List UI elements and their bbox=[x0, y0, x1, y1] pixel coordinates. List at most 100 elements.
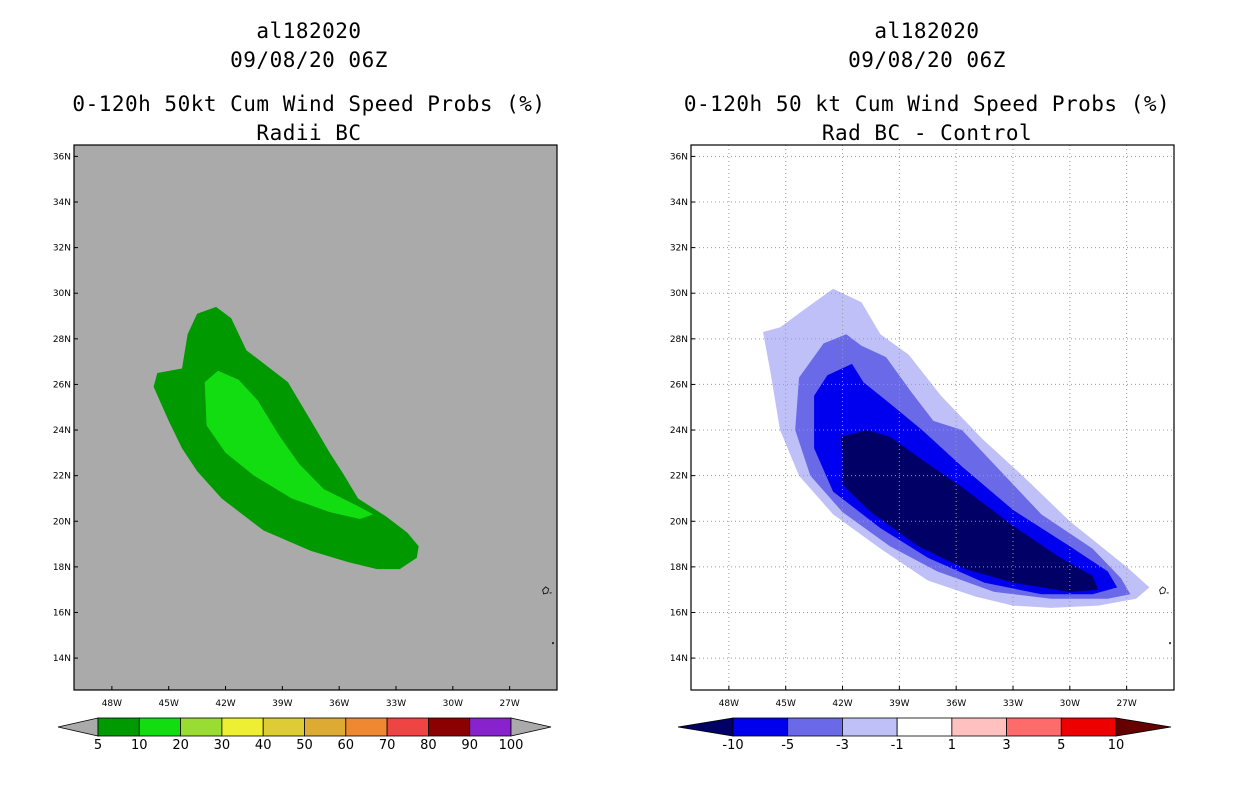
left-colorbar-under-arrow bbox=[57, 717, 99, 737]
right-contour-group bbox=[763, 288, 1150, 608]
right-colorbar-box-0 bbox=[732, 717, 789, 737]
right-colorbar-box-3 bbox=[896, 717, 953, 737]
left-colorbar-label-7: 70 bbox=[379, 738, 396, 753]
left-ytick-label-0: 14N bbox=[53, 654, 71, 664]
left-panel: al182020 09/08/20 06Z 0-120h 50kt Cum Wi… bbox=[53, 19, 558, 753]
right-colorbar-box-5 bbox=[1006, 717, 1062, 737]
right-ytick-label-4: 22N bbox=[670, 472, 688, 482]
right-colorbar-over-arrow bbox=[1115, 717, 1172, 737]
left-colorbar-label-3: 30 bbox=[214, 738, 231, 753]
left-ytick-label-6: 26N bbox=[53, 380, 71, 390]
right-contour-3 bbox=[840, 430, 1099, 592]
left-colorbar-box-3 bbox=[221, 717, 264, 737]
left-colorbar-box-0 bbox=[97, 717, 140, 737]
right-xtick-label-5: 33W bbox=[1003, 699, 1023, 709]
right-ytick-label-11: 36N bbox=[670, 152, 688, 162]
right-colorbar-under-arrow bbox=[677, 717, 734, 737]
left-chart: 14N 16N 18N 20N 22N 24N 26N 28N 30N 32N 34N 36N 48W 4… bbox=[53, 144, 558, 753]
left-colorbar-box-4 bbox=[262, 717, 305, 737]
left-colorbar-box-2 bbox=[180, 717, 223, 737]
left-island-dot bbox=[552, 642, 554, 645]
left-colorbar-label-10: 100 bbox=[499, 738, 524, 753]
right-island-outline bbox=[1159, 586, 1169, 595]
left-ytick-label-3: 20N bbox=[53, 517, 71, 527]
left-xtick-label-4: 36W bbox=[329, 699, 349, 709]
right-xtick-label-4: 36W bbox=[946, 699, 966, 709]
left-xtick-label-7: 27W bbox=[499, 699, 519, 709]
left-colorbar-label-9: 90 bbox=[461, 738, 478, 753]
left-plot-frame bbox=[73, 144, 558, 691]
right-xtick-label-2: 42W bbox=[832, 699, 852, 709]
left-colorbar-label-5: 50 bbox=[296, 738, 313, 753]
right-colorbar-box-2 bbox=[842, 717, 898, 737]
left-xtick-label-5: 33W bbox=[386, 699, 406, 709]
right-colorbar-label-4: 1 bbox=[948, 738, 956, 753]
right-plot-frame bbox=[690, 144, 1175, 691]
left-ytick-label-8: 30N bbox=[53, 289, 71, 299]
right-colorbar-label-3: -1 bbox=[891, 738, 904, 753]
left-ytick-label-7: 28N bbox=[53, 335, 71, 345]
right-ytick-label-0: 14N bbox=[670, 654, 688, 664]
right-xtick-label-0: 48W bbox=[719, 699, 739, 709]
left-ytick-label-4: 22N bbox=[53, 472, 71, 482]
left-colorbar-label-6: 60 bbox=[338, 738, 355, 753]
right-ytick-label-10: 34N bbox=[670, 198, 688, 208]
right-panel: al182020 09/08/20 06Z 0-120h 50 kt Cum W… bbox=[618, 0, 1236, 800]
right-colorbar-box-1 bbox=[787, 717, 843, 737]
left-ytick-label-1: 16N bbox=[53, 608, 71, 618]
left-colorbar-box-7 bbox=[386, 717, 429, 737]
left-contour-1 bbox=[204, 370, 374, 519]
right-contour-2 bbox=[814, 363, 1118, 595]
right-ytick-label-7: 28N bbox=[670, 335, 688, 345]
left-colorbar-label-8: 80 bbox=[420, 738, 437, 753]
right-xtick-label-3: 39W bbox=[889, 699, 909, 709]
left-contour-group bbox=[153, 306, 419, 570]
right-colorbar-label-1: -5 bbox=[781, 738, 794, 753]
left-colorbar-box-1 bbox=[138, 717, 182, 737]
left-colorbar-label-0: 5 bbox=[94, 738, 102, 753]
right-xtick-label-6: 30W bbox=[1060, 699, 1080, 709]
right-colorbar-box-4 bbox=[951, 717, 1007, 737]
left-xtick-label-2: 42W bbox=[215, 699, 235, 709]
left-colorbar-label-1: 10 bbox=[131, 738, 148, 753]
right-colorbar-label-5: 3 bbox=[1002, 738, 1010, 753]
left-storm-id: al182020 bbox=[256, 19, 362, 43]
right-colorbar-label-0: -10 bbox=[722, 738, 743, 753]
right-chart-subtitle: Rad BC - Control bbox=[821, 121, 1033, 145]
left-colorbar-label-4: 40 bbox=[255, 738, 272, 753]
right-date: 09/08/20 06Z bbox=[848, 48, 1006, 72]
left-colorbar-box-6 bbox=[345, 717, 388, 737]
left-colorbar-box-8 bbox=[427, 717, 471, 737]
right-ytick-label-1: 16N bbox=[670, 608, 688, 618]
left-plot-area bbox=[74, 145, 557, 690]
right-colorbar-label-6: 5 bbox=[1057, 738, 1065, 753]
left-ytick-label-2: 18N bbox=[53, 563, 71, 573]
left-chart-subtitle: Radii BC bbox=[256, 121, 362, 145]
right-colorbar-box-6 bbox=[1060, 717, 1117, 737]
left-ytick-label-5: 24N bbox=[53, 426, 71, 436]
right-island-dot bbox=[1169, 642, 1171, 645]
left-colorbar-box-5 bbox=[304, 717, 347, 737]
right-ytick-label-3: 20N bbox=[670, 517, 688, 527]
right-ytick-label-6: 26N bbox=[670, 380, 688, 390]
right-ytick-label-5: 24N bbox=[670, 426, 688, 436]
left-ytick-label-11: 36N bbox=[53, 152, 71, 162]
left-xtick-label-1: 45W bbox=[159, 699, 179, 709]
right-ytick-label-8: 30N bbox=[670, 289, 688, 299]
right-colorbar-label-7: 10 bbox=[1108, 738, 1125, 753]
left-date: 09/08/20 06Z bbox=[230, 48, 388, 72]
right-ytick-label-2: 18N bbox=[670, 563, 688, 573]
left-chart-title: 0-120h 50kt Cum Wind Speed Probs (%) bbox=[72, 92, 546, 116]
right-colorbar-label-2: -3 bbox=[836, 738, 849, 753]
left-colorbar-over-arrow bbox=[510, 717, 552, 737]
right-ytick-label-9: 32N bbox=[670, 244, 688, 254]
left-island-outline bbox=[542, 586, 552, 595]
left-ytick-label-9: 32N bbox=[53, 244, 71, 254]
left-xtick-label-0: 48W bbox=[102, 699, 122, 709]
right-chart: 14N 16N 18N 20N 22N 24N 26N 28N 30N 32N 34N 36N 48W 4… bbox=[670, 144, 1175, 753]
right-xtick-label-7: 27W bbox=[1116, 699, 1136, 709]
right-chart-title: 0-120h 50 kt Cum Wind Speed Probs (%) bbox=[683, 92, 1171, 116]
left-ytick-label-10: 34N bbox=[53, 198, 71, 208]
left-xtick-label-6: 30W bbox=[443, 699, 463, 709]
left-colorbar-box-9 bbox=[469, 717, 512, 737]
